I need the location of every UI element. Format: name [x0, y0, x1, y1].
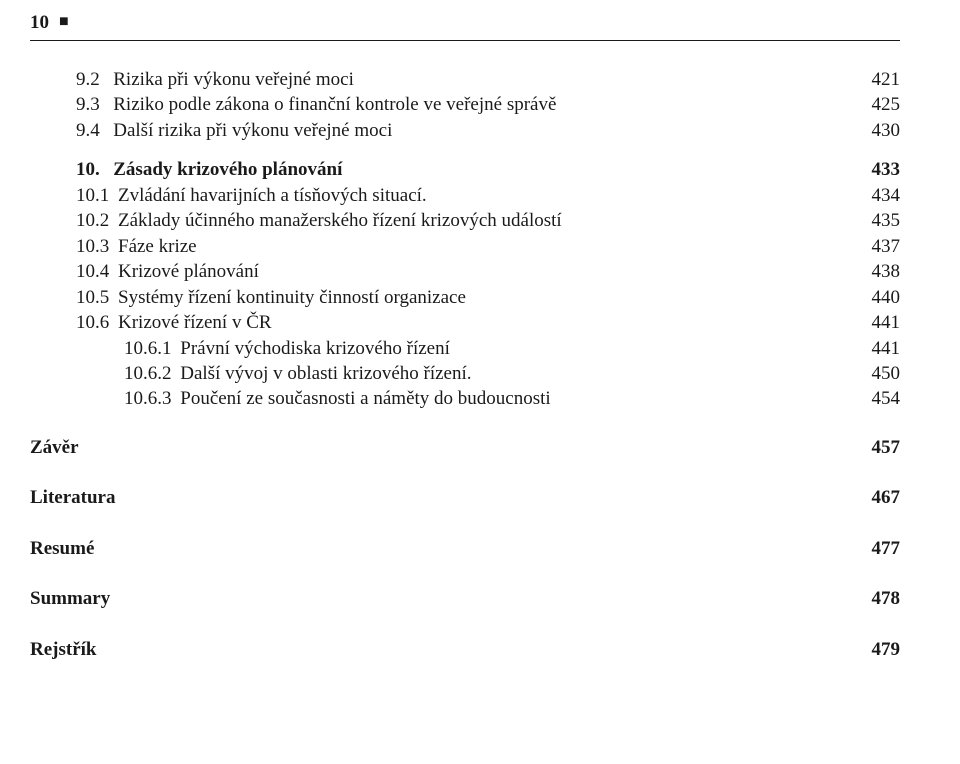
toc-entry-rejstrik: Rejstřík 479	[30, 637, 900, 662]
toc-entry-9-3: 9.3 Riziko podle zákona o finanční kontr…	[76, 92, 900, 117]
toc-entry-literatura: Literatura 467	[30, 485, 900, 510]
toc-num: 10.	[76, 157, 109, 182]
toc-page: 450	[852, 361, 900, 386]
toc-page: 435	[852, 208, 900, 233]
toc-page: 421	[852, 67, 900, 92]
toc-label: Rizika při výkonu veřejné moci	[109, 67, 354, 92]
header-square-icon: ■	[59, 13, 69, 31]
toc-num: 10.1	[76, 183, 114, 208]
toc-num: 9.2	[76, 67, 109, 92]
toc-num: 10.6	[76, 310, 114, 335]
toc-entry-10-4: 10.4 Krizové plánování 438	[76, 259, 900, 284]
toc-entry-resume: Resumé 477	[30, 536, 900, 561]
toc-num: 10.6.1	[124, 336, 176, 361]
toc-page: 457	[852, 435, 900, 460]
toc-num: 10.4	[76, 259, 114, 284]
toc-entry-9-4: 9.4 Další rizika při výkonu veřejné moci…	[76, 118, 900, 143]
toc-label: Systémy řízení kontinuity činností organ…	[114, 285, 466, 310]
toc-page: 440	[852, 285, 900, 310]
toc-entry-10-1: 10.1 Zvládání havarijních a tísňových si…	[76, 183, 900, 208]
toc-page: 425	[852, 92, 900, 117]
toc-entry-summary: Summary 478	[30, 586, 900, 611]
toc-label: Další rizika při výkonu veřejné moci	[109, 118, 392, 143]
toc-label: Riziko podle zákona o finanční kontrole …	[109, 92, 556, 117]
toc-num: 9.3	[76, 92, 109, 117]
toc-num: 10.2	[76, 208, 114, 233]
toc-num: 10.6.3	[124, 386, 176, 411]
toc-label: Právní východiska krizového řízení	[176, 336, 450, 361]
page: 10 ■ 9.2 Rizika při výkonu veřejné moci …	[0, 0, 960, 764]
toc-label: Zvládání havarijních a tísňových situací…	[114, 183, 427, 208]
toc-label: Rejstřík	[30, 637, 96, 662]
toc-label: Resumé	[30, 536, 94, 561]
toc-entry-10-3: 10.3 Fáze krize 437	[76, 234, 900, 259]
toc-label: Zásady krizového plánování	[109, 157, 342, 182]
toc-page: 430	[852, 118, 900, 143]
toc-num: 10.5	[76, 285, 114, 310]
toc-label: Krizové řízení v ČR	[114, 310, 272, 335]
page-header: 10 ■	[30, 12, 900, 34]
toc-label: Krizové plánování	[114, 259, 259, 284]
toc-label: Závěr	[30, 435, 79, 460]
toc-page: 437	[852, 234, 900, 259]
toc-num: 10.3	[76, 234, 114, 259]
toc-page: 441	[852, 310, 900, 335]
toc-num: 10.6.2	[124, 361, 176, 386]
toc-page: 467	[852, 485, 900, 510]
toc-entry-9-2: 9.2 Rizika při výkonu veřejné moci 421	[76, 67, 900, 92]
toc-page: 477	[852, 536, 900, 561]
table-of-contents: 9.2 Rizika při výkonu veřejné moci 421 9…	[30, 67, 900, 662]
toc-num: 9.4	[76, 118, 109, 143]
toc-page: 438	[852, 259, 900, 284]
header-rule	[30, 40, 900, 41]
toc-label: Summary	[30, 586, 110, 611]
toc-entry-10-6-1: 10.6.1 Právní východiska krizového řízen…	[76, 336, 900, 361]
toc-entry-10-5: 10.5 Systémy řízení kontinuity činností …	[76, 285, 900, 310]
toc-label: Poučení ze současnosti a náměty do budou…	[176, 386, 550, 411]
toc-page: 441	[852, 336, 900, 361]
toc-page: 434	[852, 183, 900, 208]
toc-entry-10: 10. Zásady krizového plánování 433	[76, 157, 900, 182]
toc-entry-10-6: 10.6 Krizové řízení v ČR 441	[76, 310, 900, 335]
toc-page: 454	[852, 386, 900, 411]
toc-entry-10-6-3: 10.6.3 Poučení ze současnosti a náměty d…	[76, 386, 900, 411]
toc-page: 479	[852, 637, 900, 662]
toc-page: 433	[852, 157, 900, 182]
toc-label: Literatura	[30, 485, 115, 510]
toc-label: Základy účinného manažerského řízení kri…	[114, 208, 562, 233]
toc-entry-zaver: Závěr 457	[30, 435, 900, 460]
toc-page: 478	[852, 586, 900, 611]
toc-entry-10-6-2: 10.6.2 Další vývoj v oblasti krizového ř…	[76, 361, 900, 386]
toc-label: Další vývoj v oblasti krizového řízení.	[176, 361, 471, 386]
toc-label: Fáze krize	[114, 234, 197, 259]
page-number: 10	[30, 12, 49, 34]
toc-entry-10-2: 10.2 Základy účinného manažerského řízen…	[76, 208, 900, 233]
